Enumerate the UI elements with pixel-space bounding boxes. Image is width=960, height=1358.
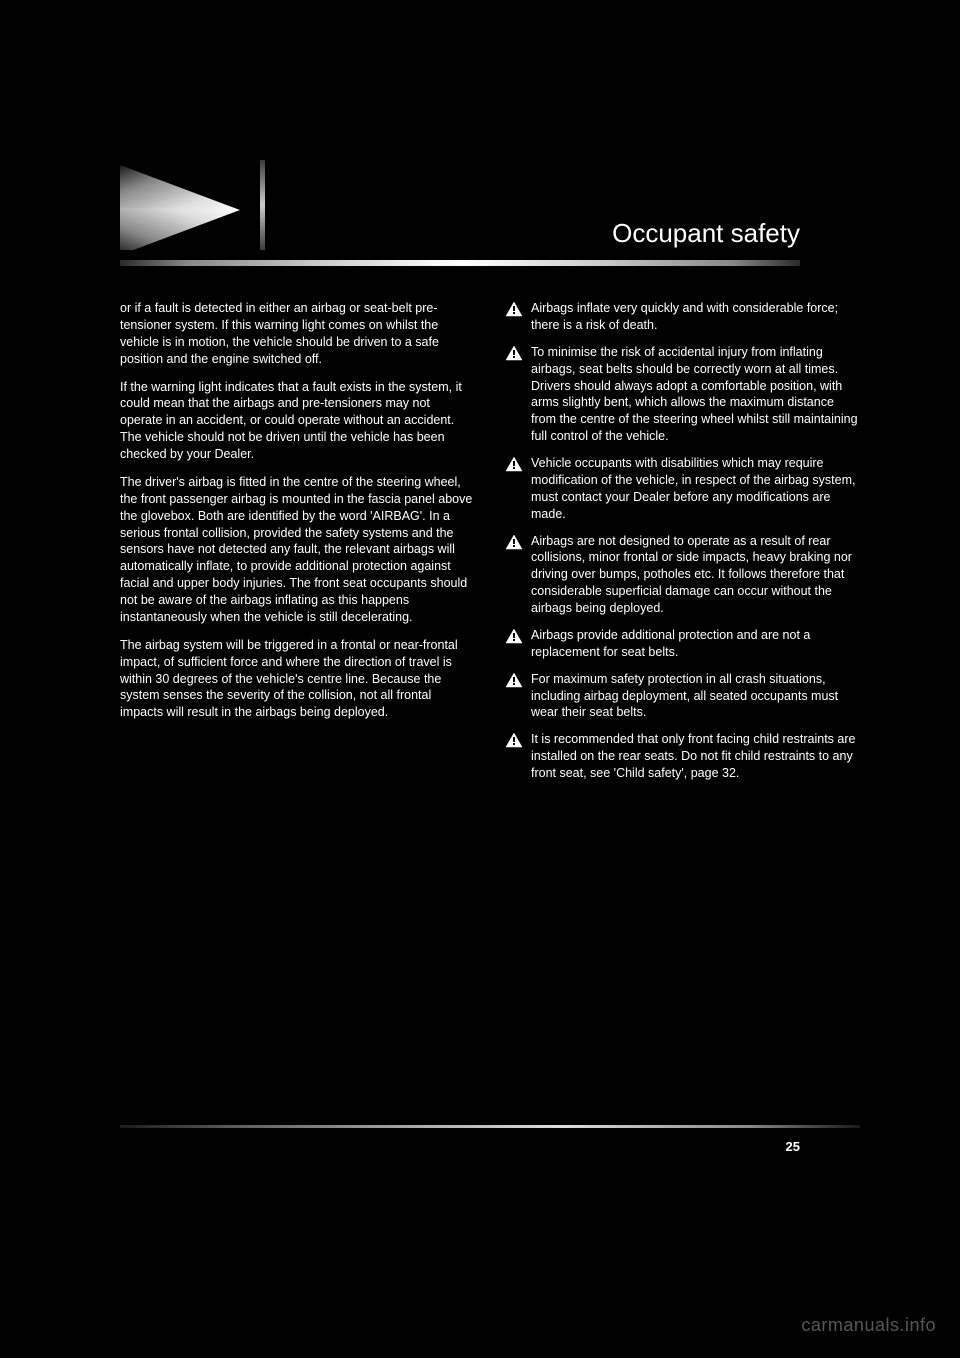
warning-item: For maximum safety protection in all cra…	[505, 671, 860, 722]
page-number: 25	[786, 1139, 800, 1154]
footer-divider	[120, 1125, 860, 1128]
left-column: or if a fault is detected in either an a…	[120, 300, 475, 792]
body-paragraph: If the warning light indicates that a fa…	[120, 379, 475, 463]
section-title: Occupant safety	[612, 218, 800, 249]
warning-text: Vehicle occupants with disabilities whic…	[531, 455, 860, 523]
warning-text: Airbags provide additional protection an…	[531, 627, 860, 661]
header-divider	[120, 260, 800, 266]
warning-item: Airbags provide additional protection an…	[505, 627, 860, 661]
warning-text: It is recommended that only front facing…	[531, 731, 860, 782]
warning-triangle-icon	[505, 345, 523, 361]
warning-triangle-icon	[505, 456, 523, 472]
right-column: Airbags inflate very quickly and with co…	[505, 300, 860, 792]
warning-item: Airbags are not designed to operate as a…	[505, 533, 860, 617]
warning-triangle-icon	[505, 301, 523, 317]
footer-section: 25	[120, 1125, 860, 1128]
warning-text: Airbags are not designed to operate as a…	[531, 533, 860, 617]
warning-text: To minimise the risk of accidental injur…	[531, 344, 860, 445]
warning-item: It is recommended that only front facing…	[505, 731, 860, 782]
body-paragraph: or if a fault is detected in either an a…	[120, 300, 475, 368]
warning-item: Vehicle occupants with disabilities whic…	[505, 455, 860, 523]
warning-text: Airbags inflate very quickly and with co…	[531, 300, 860, 334]
body-paragraph: The airbag system will be triggered in a…	[120, 637, 475, 721]
warning-item: To minimise the risk of accidental injur…	[505, 344, 860, 445]
warning-triangle-icon	[505, 732, 523, 748]
watermark: carmanuals.info	[801, 1315, 936, 1336]
body-paragraph: The driver's airbag is fitted in the cen…	[120, 474, 475, 626]
warning-triangle-icon	[505, 628, 523, 644]
chevron-right-icon	[120, 160, 270, 250]
body-columns: or if a fault is detected in either an a…	[120, 300, 860, 792]
warning-text: For maximum safety protection in all cra…	[531, 671, 860, 722]
warning-triangle-icon	[505, 534, 523, 550]
warning-triangle-icon	[505, 672, 523, 688]
warning-item: Airbags inflate very quickly and with co…	[505, 300, 860, 334]
page-header: Occupant safety	[120, 170, 860, 270]
